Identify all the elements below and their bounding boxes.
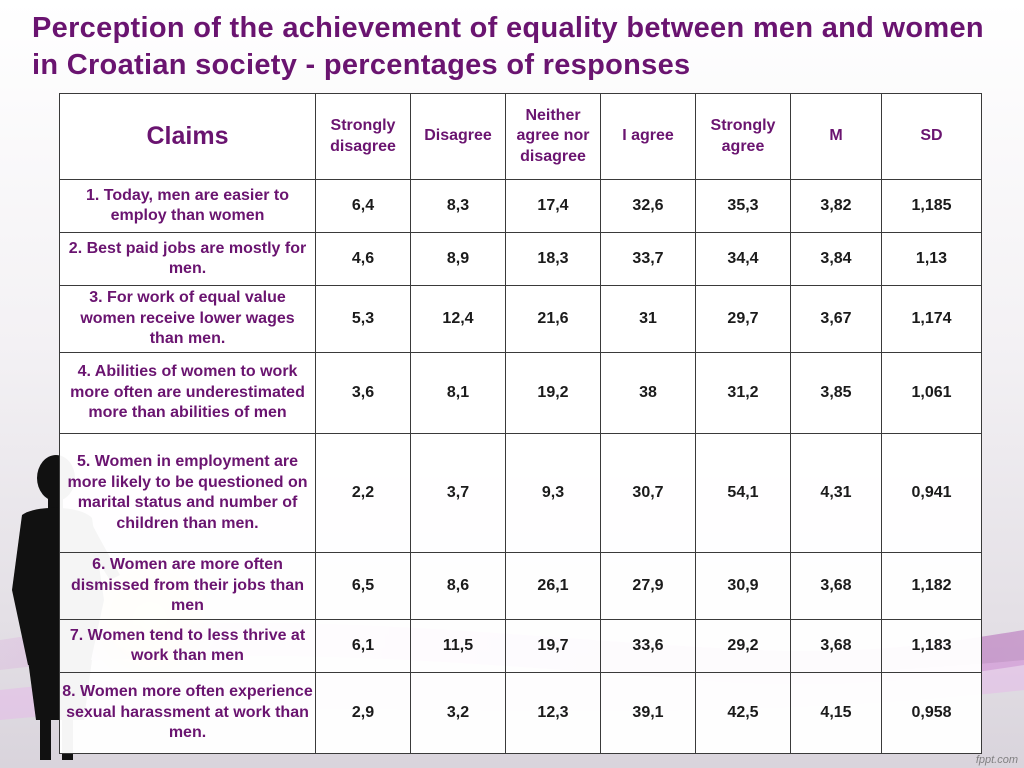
value-cell: 3,82 (790, 179, 882, 233)
slide-title: Perception of the achievement of equalit… (32, 12, 984, 81)
table-row: 3. For work of equal value women receive… (59, 285, 982, 353)
value-cell: 6,4 (315, 179, 411, 233)
claim-cell: 8. Women more often experience sexual ha… (59, 672, 316, 754)
value-cell: 29,7 (695, 285, 791, 353)
value-cell: 31 (600, 285, 696, 353)
value-cell: 4,15 (790, 672, 882, 754)
column-header-strongly-agree: Strongly agree (695, 93, 791, 180)
column-header-claims: Claims (59, 93, 316, 180)
table-row: 6. Women are more often dismissed from t… (59, 552, 982, 620)
value-cell: 3,67 (790, 285, 882, 353)
table-row: 7. Women tend to less thrive at work tha… (59, 619, 982, 673)
value-cell: 1,183 (881, 619, 982, 673)
value-cell: 31,2 (695, 352, 791, 434)
value-cell: 30,7 (600, 433, 696, 553)
claim-cell: 2. Best paid jobs are mostly for men. (59, 232, 316, 286)
results-table: Claims Strongly disagree Disagree Neithe… (59, 93, 982, 754)
value-cell: 33,7 (600, 232, 696, 286)
claim-cell: 3. For work of equal value women receive… (59, 285, 316, 353)
column-header-mean: M (790, 93, 882, 180)
value-cell: 11,5 (410, 619, 506, 673)
value-cell: 12,4 (410, 285, 506, 353)
value-cell: 3,6 (315, 352, 411, 434)
value-cell: 54,1 (695, 433, 791, 553)
value-cell: 2,9 (315, 672, 411, 754)
value-cell: 6,1 (315, 619, 411, 673)
value-cell: 19,7 (505, 619, 601, 673)
value-cell: 21,6 (505, 285, 601, 353)
table-row: 4. Abilities of women to work more often… (59, 352, 982, 434)
value-cell: 27,9 (600, 552, 696, 620)
value-cell: 4,31 (790, 433, 882, 553)
watermark: fppt.com (975, 754, 1018, 766)
value-cell: 5,3 (315, 285, 411, 353)
value-cell: 8,1 (410, 352, 506, 434)
table-header-row: Claims Strongly disagree Disagree Neithe… (59, 93, 982, 180)
claim-cell: 5. Women in employment are more likely t… (59, 433, 316, 553)
value-cell: 12,3 (505, 672, 601, 754)
value-cell: 1,185 (881, 179, 982, 233)
value-cell: 3,2 (410, 672, 506, 754)
value-cell: 8,9 (410, 232, 506, 286)
value-cell: 19,2 (505, 352, 601, 434)
table-row: 2. Best paid jobs are mostly for men. 4,… (59, 232, 982, 286)
value-cell: 1,174 (881, 285, 982, 353)
value-cell: 3,85 (790, 352, 882, 434)
claim-cell: 7. Women tend to less thrive at work tha… (59, 619, 316, 673)
value-cell: 35,3 (695, 179, 791, 233)
claim-cell: 1. Today, men are easier to employ than … (59, 179, 316, 233)
value-cell: 0,958 (881, 672, 982, 754)
value-cell: 30,9 (695, 552, 791, 620)
table-row: 5. Women in employment are more likely t… (59, 433, 982, 553)
column-header-neither: Neither agree nor disagree (505, 93, 601, 180)
value-cell: 42,5 (695, 672, 791, 754)
claim-cell: 4. Abilities of women to work more often… (59, 352, 316, 434)
value-cell: 6,5 (315, 552, 411, 620)
value-cell: 0,941 (881, 433, 982, 553)
value-cell: 32,6 (600, 179, 696, 233)
column-header-strongly-disagree: Strongly disagree (315, 93, 411, 180)
column-header-agree: I agree (600, 93, 696, 180)
value-cell: 3,68 (790, 552, 882, 620)
value-cell: 38 (600, 352, 696, 434)
value-cell: 34,4 (695, 232, 791, 286)
table-row: 1. Today, men are easier to employ than … (59, 179, 982, 233)
column-header-disagree: Disagree (410, 93, 506, 180)
value-cell: 26,1 (505, 552, 601, 620)
value-cell: 2,2 (315, 433, 411, 553)
value-cell: 3,68 (790, 619, 882, 673)
value-cell: 33,6 (600, 619, 696, 673)
value-cell: 4,6 (315, 232, 411, 286)
value-cell: 18,3 (505, 232, 601, 286)
value-cell: 17,4 (505, 179, 601, 233)
value-cell: 1,13 (881, 232, 982, 286)
claim-cell: 6. Women are more often dismissed from t… (59, 552, 316, 620)
value-cell: 39,1 (600, 672, 696, 754)
value-cell: 9,3 (505, 433, 601, 553)
value-cell: 3,7 (410, 433, 506, 553)
value-cell: 8,6 (410, 552, 506, 620)
value-cell: 1,182 (881, 552, 982, 620)
value-cell: 3,84 (790, 232, 882, 286)
value-cell: 29,2 (695, 619, 791, 673)
value-cell: 8,3 (410, 179, 506, 233)
table-row: 8. Women more often experience sexual ha… (59, 672, 982, 754)
column-header-sd: SD (881, 93, 982, 180)
value-cell: 1,061 (881, 352, 982, 434)
